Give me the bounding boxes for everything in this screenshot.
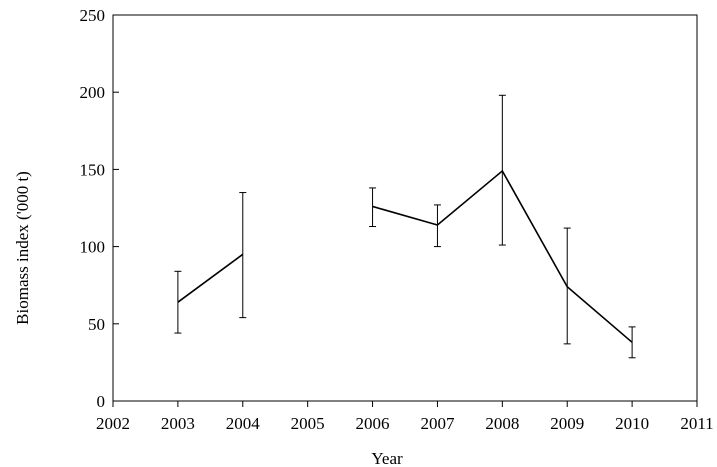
y-tick-label: 0 [97, 392, 106, 411]
x-tick-label: 2007 [420, 414, 455, 433]
y-tick-label: 100 [80, 238, 106, 257]
x-tick-label: 2009 [550, 414, 584, 433]
x-axis-title: Year [371, 449, 403, 467]
y-tick-label: 200 [80, 83, 106, 102]
y-tick-label: 250 [80, 6, 106, 25]
y-axis-title: Biomass index ('000 t) [13, 171, 32, 325]
x-tick-label: 2010 [615, 414, 649, 433]
series-line [177, 253, 244, 303]
plot-frame [112, 14, 698, 402]
x-tick-label: 2002 [96, 414, 130, 433]
y-tick-label: 50 [88, 315, 105, 334]
y-tick-label: 150 [80, 160, 106, 179]
plot-area: 0 50 100 150 200 250 2002 2003 2004 2005 2006 2007 2… [80, 6, 714, 433]
x-tick-label: 2006 [356, 414, 390, 433]
x-tick-label: 2005 [291, 414, 325, 433]
x-tick-label: 2011 [680, 414, 713, 433]
x-tick-label: 2004 [226, 414, 261, 433]
x-tick-label: 2008 [485, 414, 519, 433]
x-tick-label: 2003 [161, 414, 195, 433]
